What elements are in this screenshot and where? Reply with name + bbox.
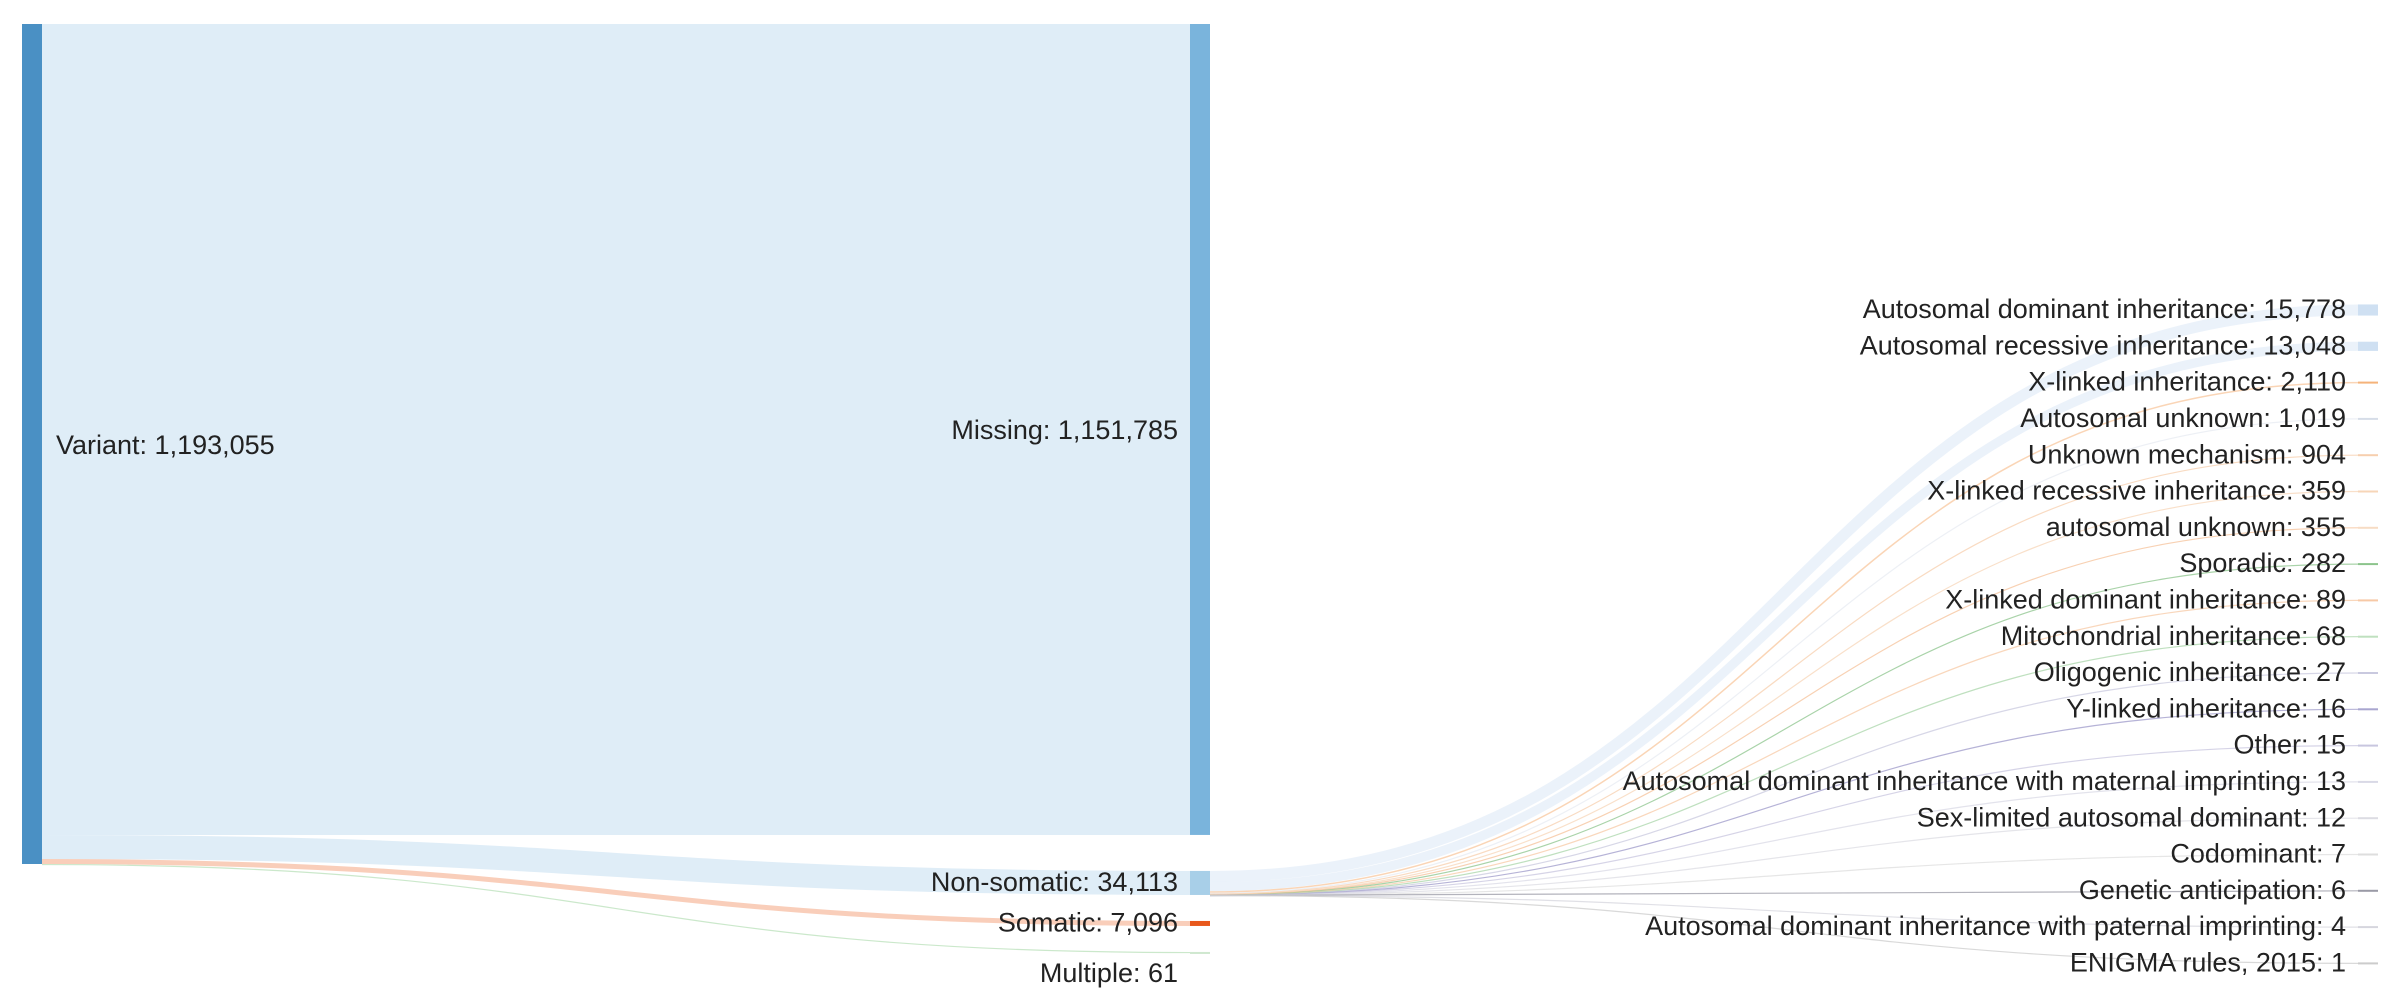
node-label-ad: Autosomal dominant inheritance: 15,778 [1863, 294, 2346, 324]
link-nonsomatic-xld [1209, 599, 2359, 896]
node-xl [2358, 381, 2378, 384]
node-ot [2358, 744, 2378, 747]
node-label-enig: ENIGMA rules, 2015: 1 [2070, 948, 2346, 978]
node-admi [2358, 780, 2378, 783]
link-variant-somatic [41, 858, 1191, 926]
sankey-nodes [22, 24, 2378, 965]
node-label-multiple: Multiple: 61 [1040, 958, 1178, 988]
node-xld [2358, 599, 2378, 602]
node-label-mi: Mitochondrial inheritance: 68 [2001, 621, 2346, 651]
node-um [2358, 454, 2378, 457]
node-mi [2358, 635, 2378, 638]
node-multiple [1190, 951, 1210, 954]
link-variant-nonsomatic [41, 834, 1191, 895]
link-nonsomatic-au [1209, 418, 2359, 894]
node-label-somatic: Somatic: 7,096 [998, 908, 1178, 938]
link-nonsomatic-um [1209, 454, 2359, 895]
link-nonsomatic-yl [1209, 708, 2359, 897]
node-label-co: Codominant: 7 [2170, 839, 2346, 869]
node-label-nonsomatic: Non-somatic: 34,113 [931, 867, 1178, 897]
node-somatic [1190, 920, 1210, 926]
node-label-admi: Autosomal dominant inheritance with mate… [1623, 766, 2346, 796]
node-au2 [2358, 526, 2378, 529]
node-co [2358, 853, 2378, 856]
node-label-ga: Genetic anticipation: 6 [2079, 875, 2346, 905]
link-nonsomatic-au2 [1209, 527, 2359, 896]
link-nonsomatic-og [1209, 672, 2359, 897]
node-label-adpi: Autosomal dominant inheritance with pate… [1645, 911, 2346, 941]
node-nonsomatic [1190, 870, 1210, 895]
node-variant [22, 24, 42, 864]
link-nonsomatic-xl [1209, 381, 2359, 893]
node-label-ot: Other: 15 [2233, 730, 2346, 760]
node-ga [2358, 889, 2378, 892]
node-adpi [2358, 926, 2378, 929]
node-label-xld: X-linked dominant inheritance: 89 [1945, 585, 2346, 615]
link-nonsomatic-mi [1209, 636, 2359, 897]
node-label-slad: Sex-limited autosomal dominant: 12 [1917, 802, 2346, 832]
link-nonsomatic-enig [1209, 894, 2359, 964]
node-label-ar: Autosomal recessive inheritance: 13,048 [1860, 330, 2346, 360]
node-label-xl: X-linked inheritance: 2,110 [2028, 367, 2346, 397]
node-label-missing: Missing: 1,151,785 [951, 415, 1178, 445]
link-nonsomatic-ar [1209, 341, 2359, 892]
node-og [2358, 672, 2378, 674]
link-nonsomatic-admi [1209, 781, 2359, 897]
node-sp [2358, 563, 2378, 566]
sankey-links [41, 23, 2359, 964]
sankey-labels: Variant: 1,193,055 Missing: 1,151,785 Non-… [56, 294, 2346, 988]
link-variant-multiple [41, 863, 1191, 954]
node-label-variant: Variant: 1,193,055 [56, 430, 275, 460]
link-nonsomatic-ot [1209, 745, 2359, 897]
node-label-au2: autosomal unknown: 355 [2046, 512, 2346, 542]
node-label-og: Oligogenic inheritance: 27 [2034, 657, 2346, 687]
node-yl [2358, 708, 2378, 711]
link-nonsomatic-ad [1209, 304, 2359, 883]
node-enig [2358, 962, 2378, 965]
node-missing [1190, 24, 1210, 835]
node-xlr [2358, 490, 2378, 493]
node-label-xlr: X-linked recessive inheritance: 359 [1927, 476, 2346, 506]
node-au [2358, 417, 2378, 420]
link-nonsomatic-co [1209, 853, 2359, 897]
node-label-sp: Sporadic: 282 [2179, 548, 2346, 578]
link-nonsomatic-adpi [1209, 894, 2359, 928]
node-label-um: Unknown mechanism: 904 [2028, 439, 2346, 469]
link-nonsomatic-slad [1209, 817, 2359, 897]
node-label-yl: Y-linked inheritance: 16 [2066, 693, 2346, 723]
node-label-au: Autosomal unknown: 1,019 [2020, 403, 2346, 433]
link-nonsomatic-xlr [1209, 490, 2359, 896]
node-ar [2358, 341, 2378, 351]
link-nonsomatic-sp [1209, 563, 2359, 896]
node-slad [2358, 817, 2378, 820]
node-ad [2358, 304, 2378, 316]
